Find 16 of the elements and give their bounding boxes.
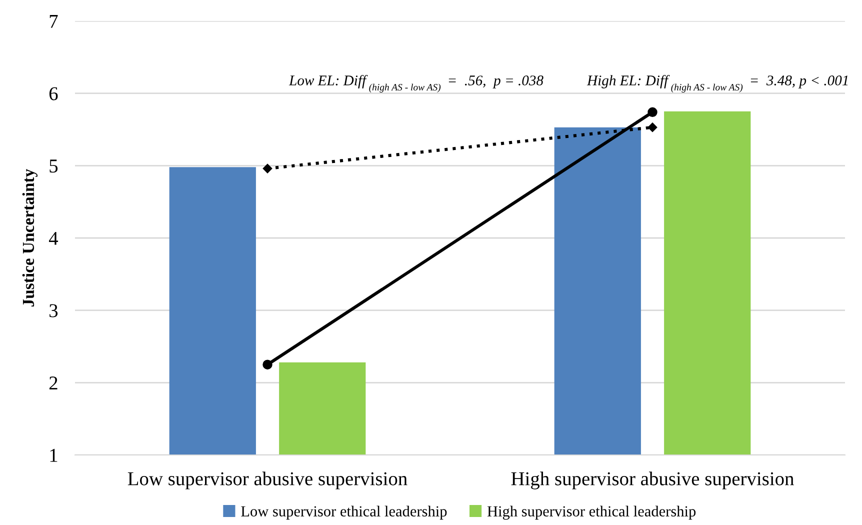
point — [262, 360, 272, 370]
point — [648, 122, 658, 132]
point — [648, 107, 658, 117]
y-tick-label: 1 — [50, 448, 58, 462]
x-tick-label: High supervisor abusive supervision — [511, 472, 794, 490]
y-axis-title: Justice Uncertainty — [22, 168, 38, 306]
y-tick-label: 5 — [50, 160, 58, 173]
y-tick-label: 6 — [49, 87, 58, 100]
y-tick-label: 2 — [49, 376, 58, 390]
legend-label: High supervisor ethical leadership — [487, 506, 696, 520]
point — [262, 164, 272, 174]
y-tick-label: 3 — [50, 304, 58, 318]
y-tick-label: 4 — [48, 232, 58, 245]
legend-label: Low supervisor ethical leadership — [241, 506, 447, 520]
x-tick-label: Low supervisor abusive supervision — [128, 472, 408, 490]
y-tick-label: 7 — [50, 15, 58, 28]
